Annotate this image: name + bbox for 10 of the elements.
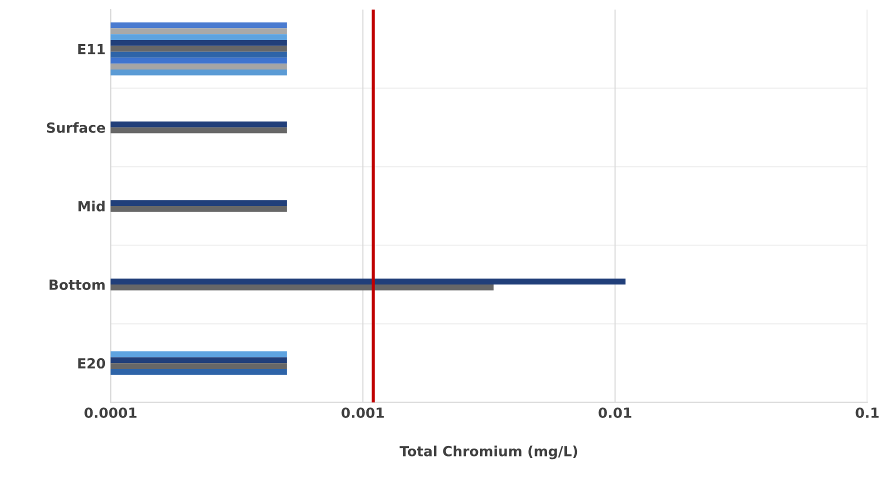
y-tick-label: E11 (78, 44, 105, 54)
x-tick-label: 0.1 (856, 407, 879, 418)
x-tick-label: 0.0001 (84, 407, 136, 418)
y-tick-label: Surface (46, 122, 106, 133)
x-tick-label: 0.001 (342, 407, 384, 418)
y-tick-label: E20 (78, 358, 106, 369)
y-tick-label: Mid (78, 200, 105, 212)
x-tick-label: 0.01 (598, 407, 632, 418)
y-tick-label: Bottom (50, 280, 105, 290)
x-axis-title: Total Chromium (mg/L) (400, 446, 578, 460)
